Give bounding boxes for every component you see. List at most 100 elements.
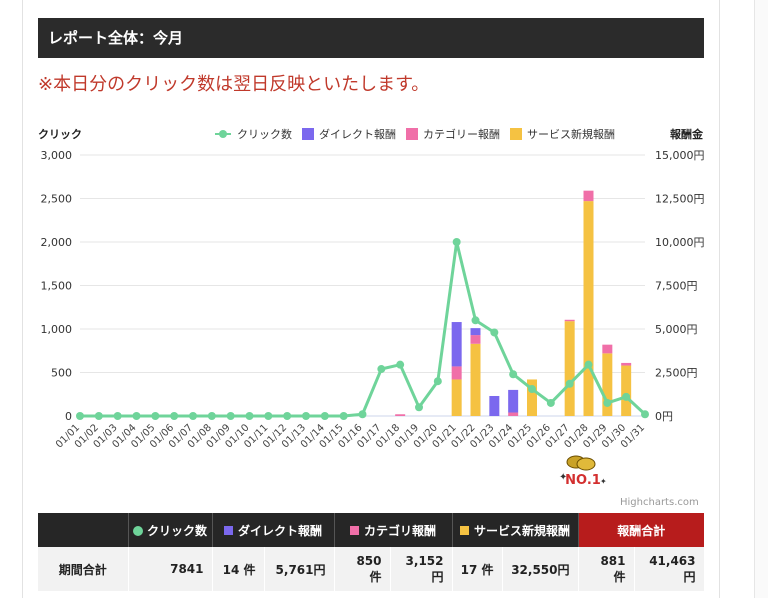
left-tick-label: 2,500 [41,193,73,206]
table-header-clicks: クリック数 [128,513,212,547]
clicks-point [622,393,630,401]
svg-text:✦: ✦ [559,472,567,483]
bar-カテゴリー報酬 [584,191,594,201]
category-amount: 3,152円 [390,547,452,591]
bar-カテゴリー報酬 [395,414,405,416]
clicks-point [566,380,574,388]
svg-text:✦: ✦ [600,477,607,486]
left-axis-title: クリック [38,128,82,141]
right-tick-label: 0円 [655,410,673,423]
left-tick-label: 500 [51,367,72,380]
table-row: 期間合計 7841 14 件 5,761円 850 件 3,152円 17 件 … [38,547,704,591]
bar-サービス新規報酬 [452,379,462,416]
legend-marker-icon [219,130,227,138]
bar-サービス新規報酬 [471,344,481,416]
legend-item: サービス新規報酬 [527,127,615,141]
clicks-point [585,361,593,369]
direct-amount: 5,761円 [264,547,334,591]
legend-item: クリック数 [237,128,292,141]
bar-カテゴリー報酬 [602,345,612,354]
right-tick-label: 10,000円 [655,236,705,249]
clicks-point [114,412,122,420]
bar-サービス新規報酬 [565,321,575,416]
legend-swatch-icon [302,128,314,140]
clicks-point [641,410,649,418]
bar-ダイレクト報酬 [471,328,481,335]
bar-カテゴリー報酬 [565,320,575,321]
service-count: 17 件 [452,547,502,591]
clicks-point [603,399,611,407]
clicks-point [321,412,329,420]
summary-table: クリック数 ダイレクト報酬 カテゴリ報酬 サービス新規報酬 報酬合計 期間合計 … [38,513,705,591]
clicks-legend-icon [133,526,143,536]
left-tick-label: 1,000 [41,323,73,336]
legend-item: カテゴリー報酬 [423,127,500,141]
row-label: 期間合計 [38,547,128,591]
bar-カテゴリー報酬 [452,366,462,379]
right-tick-label: 12,500円 [655,193,705,206]
table-header-service: サービス新規報酬 [452,513,578,547]
notice-text: ※本日分のクリック数は翌日反映といたします。 [38,70,429,96]
left-tick-label: 1,500 [41,280,73,293]
clicks-point [76,412,84,420]
left-tick-label: 3,000 [41,149,73,162]
clicks-point [170,412,178,420]
right-tick-label: 15,000円 [655,149,705,162]
badge-text: NO.1 [565,473,601,488]
category-count: 850 件 [334,547,390,591]
table-header-category: カテゴリ報酬 [334,513,452,547]
clicks-point [528,385,536,393]
clicks-point [415,403,423,411]
left-tick-label: 2,000 [41,236,73,249]
clicks-point [547,399,555,407]
clicks-point [246,412,254,420]
clicks-point [490,328,498,336]
legend-item: ダイレクト報酬 [319,127,396,141]
clicks-point [133,412,141,420]
report-title: レポート全体：今月 [38,18,704,58]
clicks-point [472,316,480,324]
chart-credits[interactable]: Highcharts.com [620,497,699,508]
bar-サービス新規報酬 [584,201,594,416]
right-tick-label: 7,500円 [655,280,698,293]
clicks-point [453,238,461,246]
clicks-point [151,412,159,420]
clicks-point [509,370,517,378]
clicks-point [264,412,272,420]
clicks-point [377,365,385,373]
bar-サービス新規報酬 [621,366,631,416]
bar-カテゴリー報酬 [621,363,631,366]
side-panel [754,0,768,598]
bar-ダイレクト報酬 [508,390,518,413]
table-header-direct: ダイレクト報酬 [212,513,334,547]
bar-ダイレクト報酬 [452,322,462,366]
clicks-point [208,412,216,420]
category-legend-icon [350,526,359,535]
clicks-point [396,361,404,369]
right-tick-label: 5,000円 [655,323,698,336]
direct-legend-icon [224,526,233,535]
legend-swatch-icon [406,128,418,140]
bar-カテゴリー報酬 [471,335,481,344]
service-amount: 32,550円 [502,547,578,591]
clicks-point [340,412,348,420]
bar-カテゴリー報酬 [508,413,518,416]
right-axis-title: 報酬金 [670,127,704,141]
right-tick-label: 2,500円 [655,367,698,380]
table-header-blank [38,513,128,547]
total-count: 881 件 [578,547,634,591]
left-tick-label: 0 [65,410,72,423]
service-legend-icon [460,526,469,535]
total-amount: 41,463円 [634,547,704,591]
table-header-total: 報酬合計 [578,513,704,547]
clicks-value: 7841 [128,547,212,591]
no1-badge-icon: NO.1 ✦ ✦ [556,452,610,488]
clicks-point [95,412,103,420]
clicks-point [227,412,235,420]
legend-swatch-icon [510,128,522,140]
clicks-point [359,410,367,418]
direct-count: 14 件 [212,547,264,591]
clicks-point [189,412,197,420]
clicks-point [434,377,442,385]
clicks-point [302,412,310,420]
